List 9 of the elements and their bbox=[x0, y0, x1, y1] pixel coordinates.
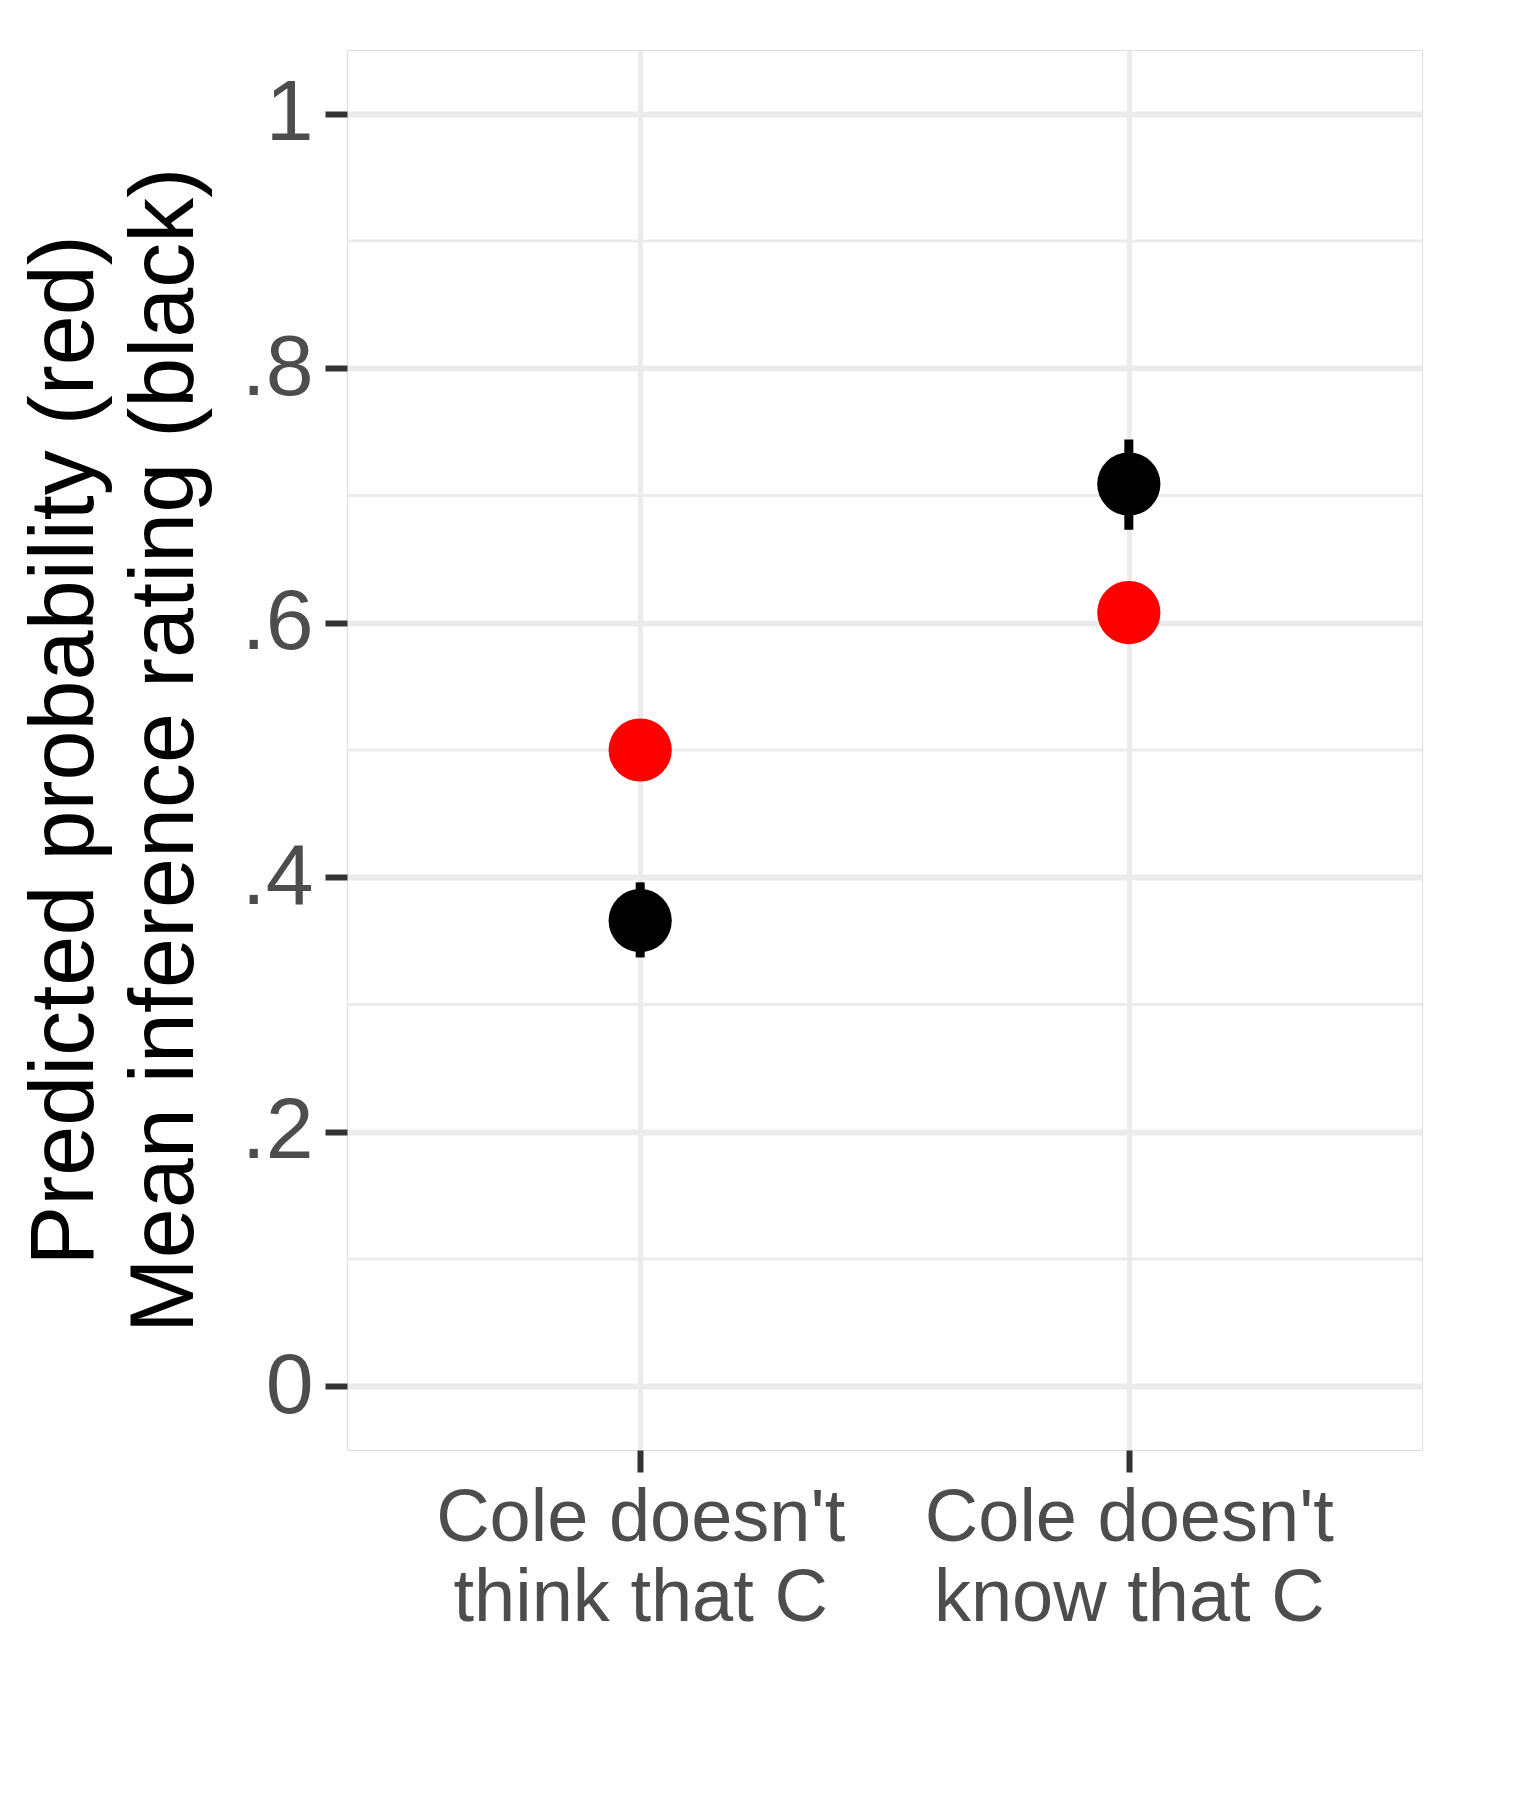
y-tick-label: .6 bbox=[241, 571, 314, 668]
x-tick-label: Cole doesn't know that C bbox=[924, 1473, 1335, 1637]
y-tick-label: .2 bbox=[241, 1080, 314, 1177]
y-tick-label: 0 bbox=[265, 1334, 314, 1431]
x-tick-label: Cole doesn't think that C bbox=[436, 1473, 846, 1637]
y-tick-label: .4 bbox=[241, 825, 314, 922]
y-tick-label: .8 bbox=[241, 316, 314, 413]
y-axis-title: Predicted probability (red) Mean inference rating (black) bbox=[11, 167, 212, 1334]
y-tick-label: 1 bbox=[265, 62, 314, 159]
